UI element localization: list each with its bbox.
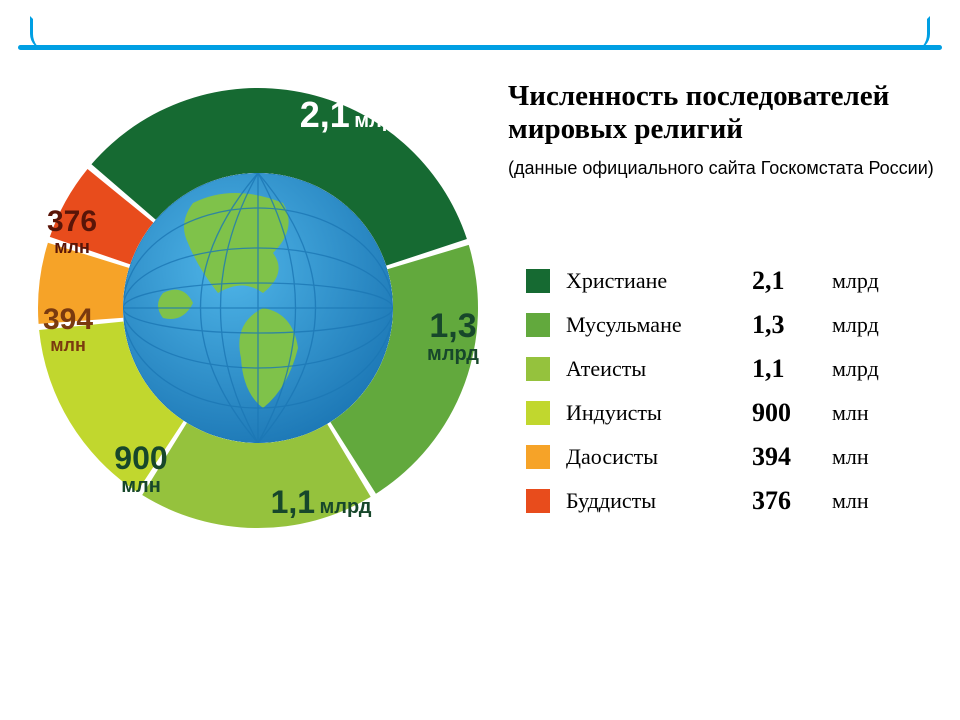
title-line-1: Численность последователей [508,80,889,112]
legend-name: Буддисты [566,488,752,514]
legend-swatch [526,357,550,381]
legend-row-1: Мусульмане1,3 млрд [526,310,946,340]
legend-row-5: Буддисты376 млн [526,486,946,516]
legend-value-num: 376 [752,486,822,516]
legend-value-unit: млн [832,444,869,470]
legend-swatch [526,489,550,513]
headline-block: Численность последователей мировых религ… [508,80,940,179]
globe-icon [123,173,393,443]
page-subtitle: (данные официального сайта Госкомстата Р… [508,158,940,179]
religion-donut-chart: 2,1 млрд1,3млрд1,1 млрд900млн394млн376мл… [28,78,488,538]
legend-name: Атеисты [566,356,752,382]
legend-name: Даосисты [566,444,752,470]
legend-swatch [526,445,550,469]
page-title: Численность последователей мировых религ… [508,80,940,146]
legend-value-num: 1,1 [752,354,822,384]
legend-value-unit: млрд [832,268,879,294]
legend-row-2: Атеисты1,1 млрд [526,354,946,384]
legend: Христиане2,1млрдМусульмане1,3млрдАтеисты… [526,266,946,530]
legend-value-num: 2,1 [752,266,822,296]
legend-value-unit: млрд [832,356,879,382]
legend-value-num: 394 [752,442,822,472]
header-bar [18,16,942,50]
legend-swatch [526,401,550,425]
legend-name: Христиане [566,268,752,294]
legend-swatch [526,313,550,337]
title-line-2: мировых религий [508,113,743,145]
page-root: 2,1 млрд 1,3 млрд 1,1 млрд 900 млн 394 млн 376 мл… [0,0,960,720]
header-bar-fill [30,16,930,50]
legend-name: Индуисты [566,400,752,426]
legend-value-unit: млн [832,400,869,426]
legend-value-num: 900 [752,398,822,428]
legend-name: Мусульмане [566,312,752,338]
legend-swatch [526,269,550,293]
legend-row-3: Индуисты900 млн [526,398,946,428]
legend-value-unit: млн [832,488,869,514]
legend-value-unit: млрд [832,312,879,338]
legend-row-4: Даосисты394 млн [526,442,946,472]
legend-value-num: 1,3 [752,310,822,340]
legend-row-0: Христиане2,1 млрд [526,266,946,296]
